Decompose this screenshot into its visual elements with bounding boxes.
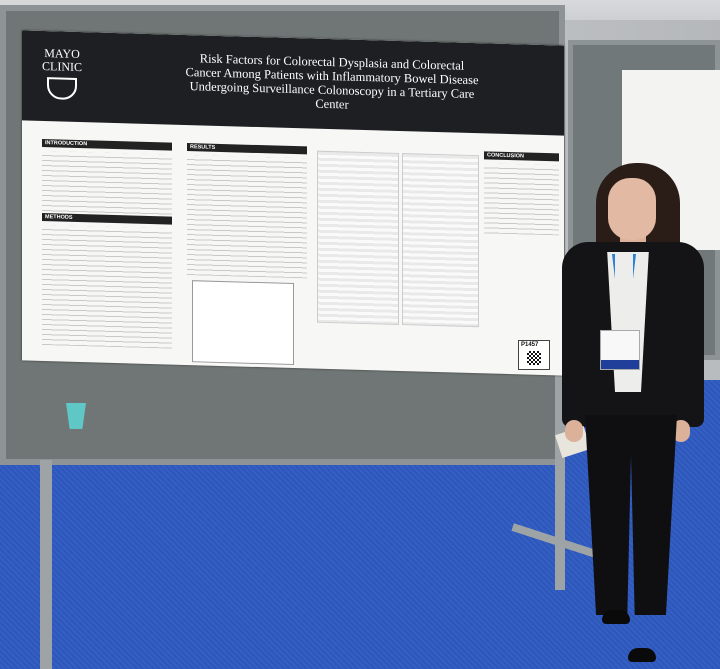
methods-text [42,224,172,349]
intro-text [42,150,172,217]
conclusion-text [484,163,559,236]
presenter-hand-right [565,420,583,442]
section-conclusion: CONCLUSION [484,151,559,162]
board-leg-right [555,350,565,590]
poster-number: P1457 [521,342,539,348]
section-introduction: INTRODUCTION [42,138,172,151]
board-leg-left [40,460,52,669]
presenter-shoe-left [628,648,656,662]
poster-column-right: CONCLUSION [484,151,559,236]
poster-column-middle: RESULTS [187,143,307,279]
teal-cup [66,403,86,429]
results-table-1 [317,150,399,325]
presenter-hand-left [672,420,690,442]
mayo-clinic-logo: MAYO CLINIC [32,46,92,101]
qr-code-icon [527,351,541,365]
research-poster: MAYO CLINIC Risk Factors for Colorectal … [22,30,564,376]
section-results: RESULTS [187,143,307,155]
badge-stripe [601,360,639,369]
poster-column-left: INTRODUCTION METHODS [42,138,172,349]
shield-icon [47,77,77,100]
conference-badge [600,330,640,370]
results-text [187,155,307,279]
presenter-shoe-right [602,610,630,624]
poster-number-card: P1457 [518,340,550,370]
results-table-2 [402,153,479,328]
presenter-face [608,178,656,240]
flowchart-figure [192,280,294,366]
poster-header: MAYO CLINIC Risk Factors for Colorectal … [22,30,564,136]
poster-title: Risk Factors for Colorectal Dysplasia an… [185,51,479,112]
